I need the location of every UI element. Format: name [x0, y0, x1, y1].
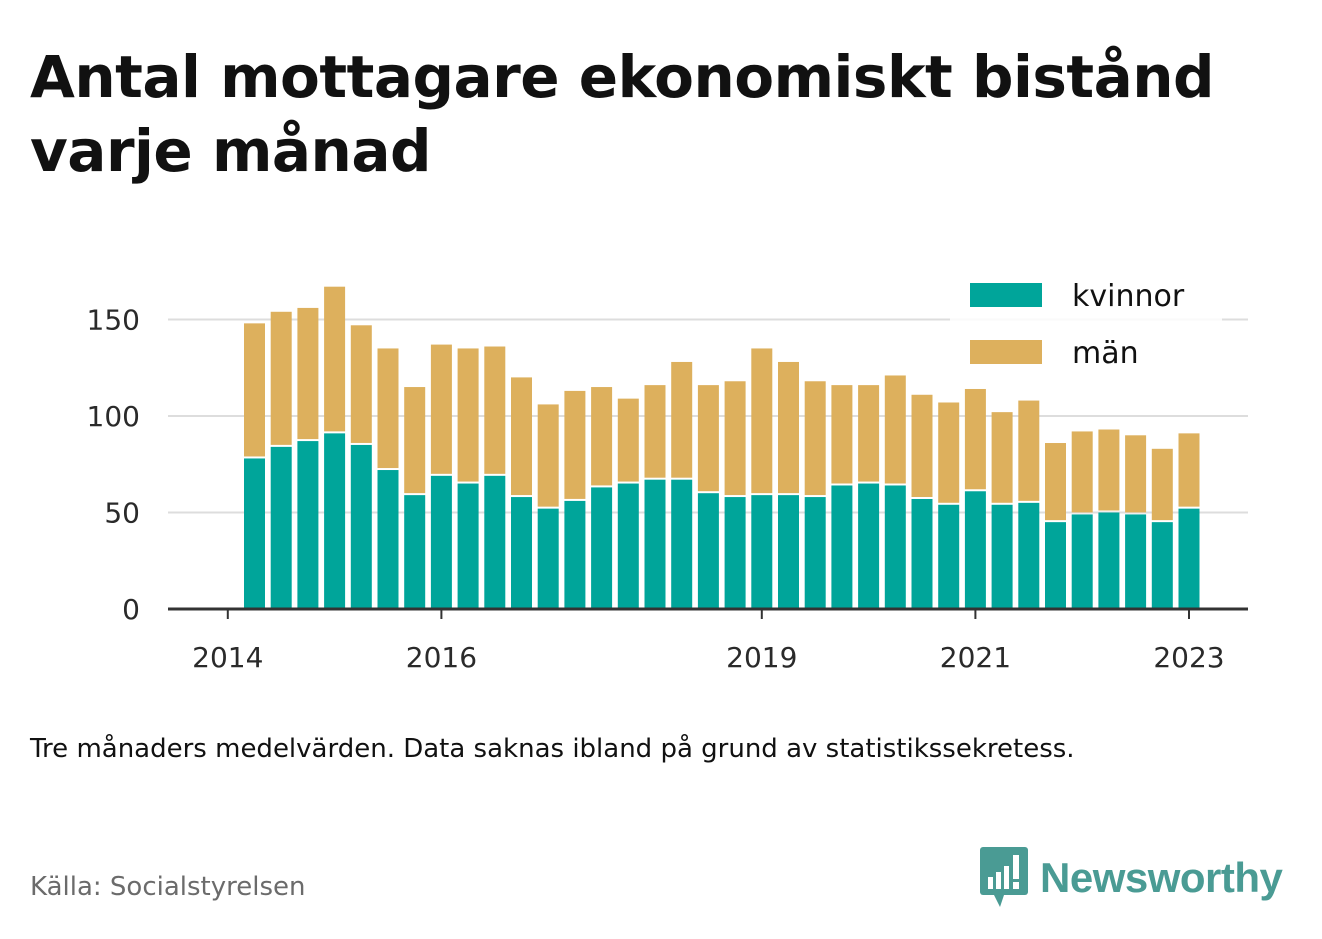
bar-kvinnor	[511, 497, 532, 609]
bar-man	[511, 377, 532, 496]
bar-man	[884, 375, 906, 484]
bar-man	[1178, 433, 1200, 507]
x-tick-label: 2016	[406, 641, 477, 674]
bar-kvinnor	[964, 491, 986, 609]
bar-man	[991, 412, 1013, 503]
bar-man	[297, 307, 319, 440]
bar-man	[404, 387, 426, 494]
bar-kvinnor	[1151, 522, 1173, 609]
bar-kvinnor	[831, 485, 853, 609]
legend-swatch	[970, 340, 1042, 364]
bar-kvinnor	[404, 495, 426, 609]
bar-man	[1018, 400, 1040, 501]
chart-note: Tre månaders medelvärden. Data saknas ib…	[30, 734, 1075, 764]
x-tick-label: 2014	[192, 641, 263, 674]
bar-man	[484, 346, 506, 474]
bar-kvinnor	[537, 508, 559, 609]
bar-man	[591, 387, 613, 486]
brand-name: Newsworthy	[1040, 854, 1283, 901]
bar-kvinnor	[350, 444, 372, 609]
bar-kvinnor	[778, 495, 799, 609]
bar-man	[457, 348, 479, 482]
bar-kvinnor	[297, 441, 319, 609]
bar-man	[324, 286, 346, 432]
legend-swatch	[970, 283, 1042, 307]
bar-man	[244, 323, 265, 457]
bar-kvinnor	[244, 458, 265, 609]
bar-kvinnor	[1178, 508, 1200, 609]
y-tick-label: 0	[122, 593, 140, 626]
legend: kvinnor män	[950, 268, 1222, 378]
newsworthy-logo-icon	[980, 847, 1028, 907]
bar-kvinnor	[697, 493, 719, 609]
source-label: Källa: Socialstyrelsen	[30, 872, 306, 902]
bar-kvinnor	[671, 479, 693, 609]
bar-man	[751, 348, 773, 494]
bar-kvinnor	[938, 504, 960, 609]
bar-kvinnor	[644, 479, 666, 609]
bar-man	[1098, 429, 1120, 511]
legend-label: män	[1072, 336, 1139, 371]
legend-label: kvinnor	[1072, 279, 1185, 314]
brand-logo: Newsworthy	[980, 847, 1283, 908]
bars	[244, 286, 1200, 609]
bar-kvinnor	[457, 483, 479, 609]
bar-man	[270, 311, 292, 445]
y-tick-label: 100	[87, 400, 140, 433]
x-tick-label: 2023	[1153, 641, 1224, 674]
bar-kvinnor	[1098, 512, 1120, 609]
bar-kvinnor	[591, 487, 613, 609]
x-tick-label: 2021	[940, 641, 1011, 674]
bar-kvinnor	[1125, 514, 1147, 609]
bar-kvinnor	[324, 433, 346, 609]
bar-man	[1125, 435, 1147, 513]
bar-man	[1071, 431, 1093, 513]
bar-man	[350, 325, 372, 443]
x-tick-label: 2019	[726, 641, 797, 674]
bar-man	[537, 404, 559, 507]
bar-man	[697, 385, 719, 492]
bar-kvinnor	[991, 504, 1013, 609]
bar-man	[377, 348, 399, 469]
bar-man	[564, 390, 586, 499]
y-tick-label: 150	[87, 304, 140, 337]
y-tick-label: 50	[104, 497, 140, 530]
bar-man	[1045, 443, 1066, 521]
bar-kvinnor	[911, 498, 933, 609]
bar-man	[671, 361, 693, 478]
bar-kvinnor	[430, 475, 452, 609]
chart-title: Antal mottagare ekonomiskt bistånd varje…	[30, 43, 1215, 185]
bar-kvinnor	[1018, 502, 1040, 609]
axes: 0 50 100 150 2014 2016 2019 2021 2023	[87, 304, 1248, 674]
bar-kvinnor	[804, 497, 826, 609]
bar-man	[644, 385, 666, 478]
bar-man	[938, 402, 960, 503]
bar-man	[1151, 448, 1173, 521]
stacked-bar-chart: 0 50 100 150 2014 2016 2019 2021 2023 kvinnor män	[86, 268, 1248, 674]
bar-man	[911, 394, 933, 497]
bar-man	[724, 381, 746, 496]
bar-kvinnor	[377, 470, 399, 609]
bar-kvinnor	[858, 483, 880, 609]
bar-man	[964, 388, 986, 490]
bar-kvinnor	[1071, 514, 1093, 609]
bar-kvinnor	[884, 485, 906, 609]
bar-kvinnor	[751, 495, 773, 609]
bar-man	[831, 385, 853, 484]
bar-man	[430, 344, 452, 474]
bar-man	[778, 361, 799, 494]
bar-kvinnor	[1045, 522, 1066, 609]
bar-kvinnor	[564, 500, 586, 609]
bar-kvinnor	[724, 497, 746, 609]
bar-man	[804, 381, 826, 496]
bar-kvinnor	[617, 483, 639, 609]
bar-man	[858, 385, 880, 482]
bar-man	[617, 398, 639, 482]
bar-kvinnor	[270, 446, 292, 609]
bar-kvinnor	[484, 475, 506, 609]
